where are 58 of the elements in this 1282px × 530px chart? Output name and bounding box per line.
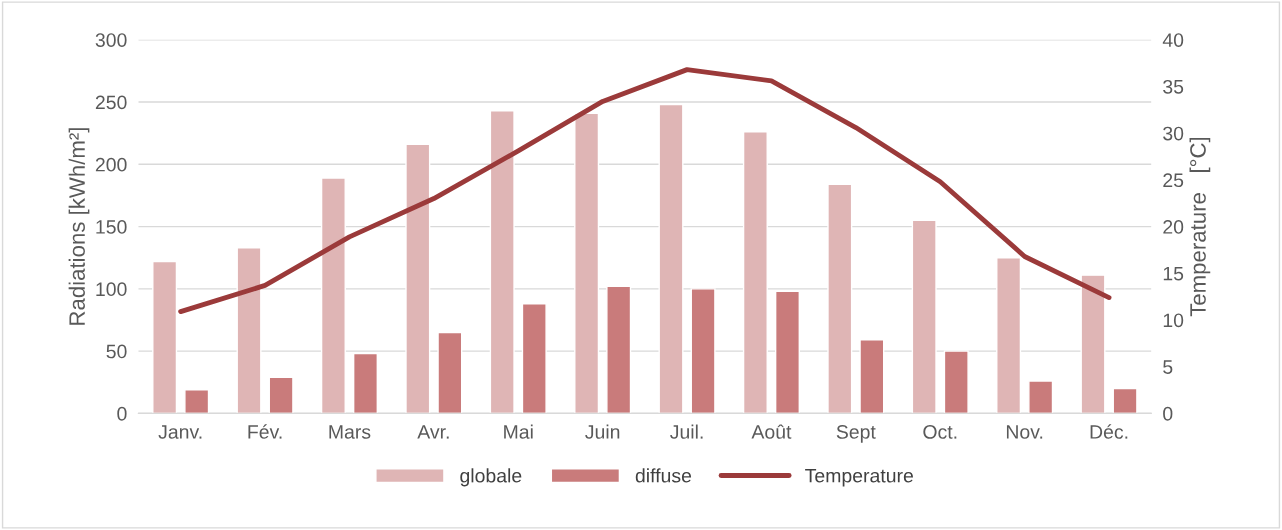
bar [437,331,463,414]
bar [774,290,800,414]
bar [320,177,346,414]
line-series [178,67,1112,315]
y-tick-label: 200 [95,157,127,172]
bar [690,288,716,414]
y2-tick-label: 20 [1163,220,1184,234]
y2-axis-title: Temperature [°C] [1189,137,1211,317]
y2-tick-label: 0 [1163,406,1173,421]
y2-tick-label: 5 [1163,360,1173,374]
y-tick-label: 300 [95,33,127,47]
bar [574,112,600,414]
bar [152,260,178,414]
bar [606,285,632,414]
bar [405,143,431,414]
x-tick-label: Fév. [248,424,282,439]
legend-label: globale [460,468,522,487]
bar [827,183,853,414]
bar [742,131,768,414]
bar [489,110,515,414]
x-tick-label: Juil. [670,424,703,439]
x-tick-label: Mars [329,425,371,439]
x-tick-label: Nov. [1006,425,1043,439]
bar [184,389,210,414]
y-axis-title: Radiations [kWh/m²] [68,128,90,325]
legend-label: Temperature [805,468,913,487]
x-tick-label: Avr. [417,425,449,439]
bar [859,339,885,414]
y2-tick-label: 35 [1163,79,1184,94]
bar [996,257,1022,414]
bar [1080,274,1106,414]
y2-tick-label: 10 [1163,313,1184,328]
y-tick-label: 50 [106,344,127,359]
y2-tick-label: 40 [1162,33,1184,47]
x-tick-label: Sept [836,425,876,443]
x-tick-label: Déc. [1090,424,1128,439]
y-tick-label: 0 [117,406,127,421]
x-tick-label: Mai [504,424,533,439]
y2-tick-label: 25 [1163,173,1184,188]
x-tick-label: Oct. [923,425,957,439]
bar [1028,380,1054,414]
y-tick-label: 100 [96,282,127,297]
bar [521,303,547,414]
bar [911,219,937,414]
y2-tick-label: 15 [1163,266,1184,281]
x-tick-label: Août [751,424,792,439]
y-tick-label: 150 [96,220,127,234]
x-tick-label: Janv. [158,425,202,439]
bar [658,103,684,414]
bar [268,376,294,414]
bar [352,352,378,414]
y2-tick-label: 30 [1163,126,1184,141]
bar [943,350,969,414]
bar [236,247,262,414]
y-tick-label: 250 [95,95,127,110]
legend-label: diffuse [635,468,692,483]
x-tick-label: Juin [585,424,620,439]
bar [1112,387,1138,414]
